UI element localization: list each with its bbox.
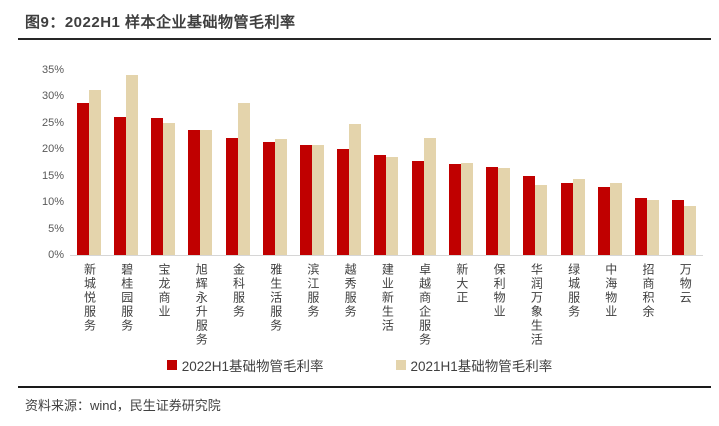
legend-item: 2021H1基础物管毛利率 [395,355,553,375]
bar-group [107,70,144,255]
bar-2022h1 [672,200,685,255]
legend-label: 2022H1基础物管毛利率 [181,359,324,374]
bar-2022h1 [76,102,89,255]
y-tick-label: 10% [41,196,64,209]
bar-2022h1 [374,154,387,255]
y-tick-label: 35% [41,64,64,76]
bar-group [591,70,628,255]
bar-2022h1 [560,183,573,255]
bar-chart: 35% 30% 25% 20% 15% 10% 5% 0% 新城悦服务 碧桂园服务 宝龙商业 旭辉永… [30,64,703,347]
x-axis-label: 越秀服务 [343,263,358,319]
bar-2022h1 [337,148,350,255]
bar-2021h1 [237,103,250,255]
x-axis-label: 金科服务 [231,263,246,319]
bar-group [442,70,479,255]
bar-2021h1 [684,205,697,255]
bar-2021h1 [460,162,473,255]
x-axis-label: 绿城服务 [566,263,581,319]
bar-2022h1 [300,145,313,255]
bar-group [70,70,107,255]
y-tick-label: 15% [41,169,64,182]
bar-2022h1 [188,129,201,255]
bar-2022h1 [635,197,648,255]
figure-title: 图9：2022H1 样本企业基础物管毛利率 [25,14,296,31]
legend-item: 2022H1基础物管毛利率 [166,355,324,375]
plot-area-wrap: 新城悦服务 碧桂园服务 宝龙商业 旭辉永升服务 金科服务 雅生活服务 滨江服务 越秀服务 建业新… [70,70,703,347]
y-tick-label: 0% [48,249,64,261]
bar-2022h1 [486,166,499,255]
bar-group [219,70,256,255]
bar-2021h1 [572,179,585,255]
bar-2022h1 [151,117,164,255]
legend-label: 2021H1基础物管毛利率 [410,359,553,374]
bar-2021h1 [535,184,548,255]
bar-2021h1 [88,90,101,255]
x-axis-label: 中海物业 [603,263,618,319]
bar-group [554,70,591,255]
bar-group [517,70,554,255]
bar-2021h1 [125,75,138,255]
x-axis-label: 万物云 [678,263,693,305]
bar-group [480,70,517,255]
legend-swatch [166,360,177,370]
bar-group [256,70,293,255]
bar-group [368,70,405,255]
y-axis: 35% 30% 25% 20% 15% 10% 5% 0% [30,64,70,261]
bar-2021h1 [349,124,362,255]
bar-2021h1 [423,137,436,255]
x-axis-label: 雅生活服务 [268,263,283,333]
x-axis-label: 招商积余 [641,263,656,319]
bar-group [629,70,666,255]
bar-2021h1 [274,138,287,255]
bar-group [144,70,181,255]
bar-2021h1 [386,157,399,255]
y-tick-label: 30% [41,90,64,103]
title-underline [18,38,711,40]
x-axis-label: 建业新生活 [380,263,395,333]
bar-2021h1 [163,123,176,255]
x-axis-label: 新城悦服务 [82,263,97,333]
bar-group [666,70,703,255]
bar-group [331,70,368,255]
x-axis-label: 华润万象生活 [529,263,544,347]
x-axis-label: 卓越商企服务 [417,263,432,347]
bar-2021h1 [647,199,660,255]
y-tick-label: 20% [41,143,64,156]
x-axis-label: 滨江服务 [305,263,320,319]
plot-area [70,70,703,256]
bar-2022h1 [113,116,126,255]
x-axis-label: 旭辉永升服务 [194,263,209,347]
y-tick-label: 25% [41,116,64,129]
x-axis-label: 碧桂园服务 [119,263,134,333]
bar-2022h1 [411,160,424,255]
x-axis-label: 宝龙商业 [156,263,171,319]
bar-2022h1 [597,186,610,255]
bar-2021h1 [498,167,511,255]
source-note: 资料来源：wind，民生证券研究院 [25,398,221,413]
legend-swatch [395,360,406,370]
x-axis-label: 保利物业 [492,263,507,319]
bar-2021h1 [200,130,213,255]
footer-rule [18,386,711,388]
bar-2022h1 [262,141,275,255]
bar-group [293,70,330,255]
bar-2021h1 [312,145,325,255]
x-axis-label: 新大正 [454,263,469,305]
bar-2022h1 [448,163,461,255]
bar-2022h1 [225,137,238,255]
bar-group [182,70,219,255]
bar-group [405,70,442,255]
bar-2022h1 [523,175,536,255]
x-axis-labels: 新城悦服务 碧桂园服务 宝龙商业 旭辉永升服务 金科服务 雅生活服务 滨江服务 越秀服务 建业新… [70,256,703,347]
chart-legend: 2022H1基础物管毛利率 2021H1基础物管毛利率 [0,356,719,374]
bar-2021h1 [609,182,622,255]
y-tick-label: 5% [48,222,64,235]
